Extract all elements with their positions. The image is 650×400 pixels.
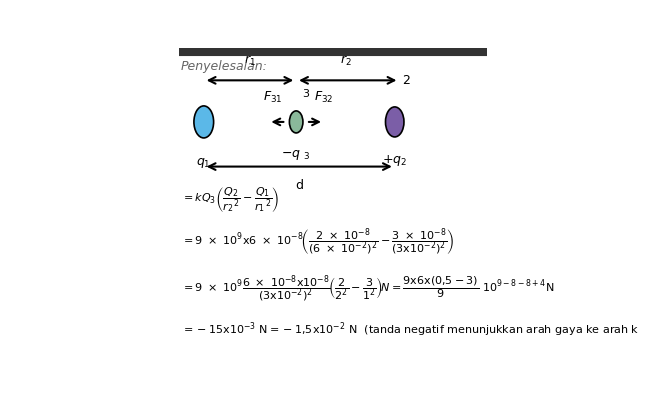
Text: $F_{31}$: $F_{31}$ (263, 90, 283, 105)
Text: $r_1$: $r_1$ (244, 54, 256, 68)
Text: $q_1$: $q_1$ (196, 156, 211, 170)
Text: 2: 2 (402, 74, 410, 87)
Text: Penyelesaian:: Penyelesaian: (181, 60, 268, 73)
Text: 3: 3 (302, 89, 309, 99)
Ellipse shape (289, 111, 303, 133)
Text: $= kQ_3\left(\dfrac{Q_2}{r_2{}^{\,2}} - \dfrac{Q_1}{r_1{}^{\,2}}\right)$: $= kQ_3\left(\dfrac{Q_2}{r_2{}^{\,2}} - … (181, 185, 279, 214)
Ellipse shape (385, 107, 404, 137)
Text: $= 9\ \times\ 10^9\dfrac{6\ \times\ 10^{-8}\mathrm{x}10^{-8}}{(3\mathrm{x}10^{-2: $= 9\ \times\ 10^9\dfrac{6\ \times\ 10^{… (181, 273, 554, 304)
Text: $-q\ _3$: $-q\ _3$ (281, 148, 311, 162)
Text: $r_2$: $r_2$ (339, 54, 351, 68)
Ellipse shape (194, 106, 214, 138)
Text: $= -15\mathrm{x}10^{-3}\ \mathrm{N} = -1{,}5\mathrm{x}10^{-2}\ \mathrm{N}$$\ \ $: $= -15\mathrm{x}10^{-3}\ \mathrm{N} = -1… (181, 320, 639, 339)
Text: $+q_2$: $+q_2$ (382, 153, 408, 168)
Text: d: d (295, 179, 304, 192)
Text: $= 9\ \times\ 10^9\mathrm{x}6\ \times\ 10^{-8}\!\left(\dfrac{2\ \times\ 10^{-8}}: $= 9\ \times\ 10^9\mathrm{x}6\ \times\ 1… (181, 227, 454, 258)
Text: $F_{32}$: $F_{32}$ (314, 90, 333, 105)
